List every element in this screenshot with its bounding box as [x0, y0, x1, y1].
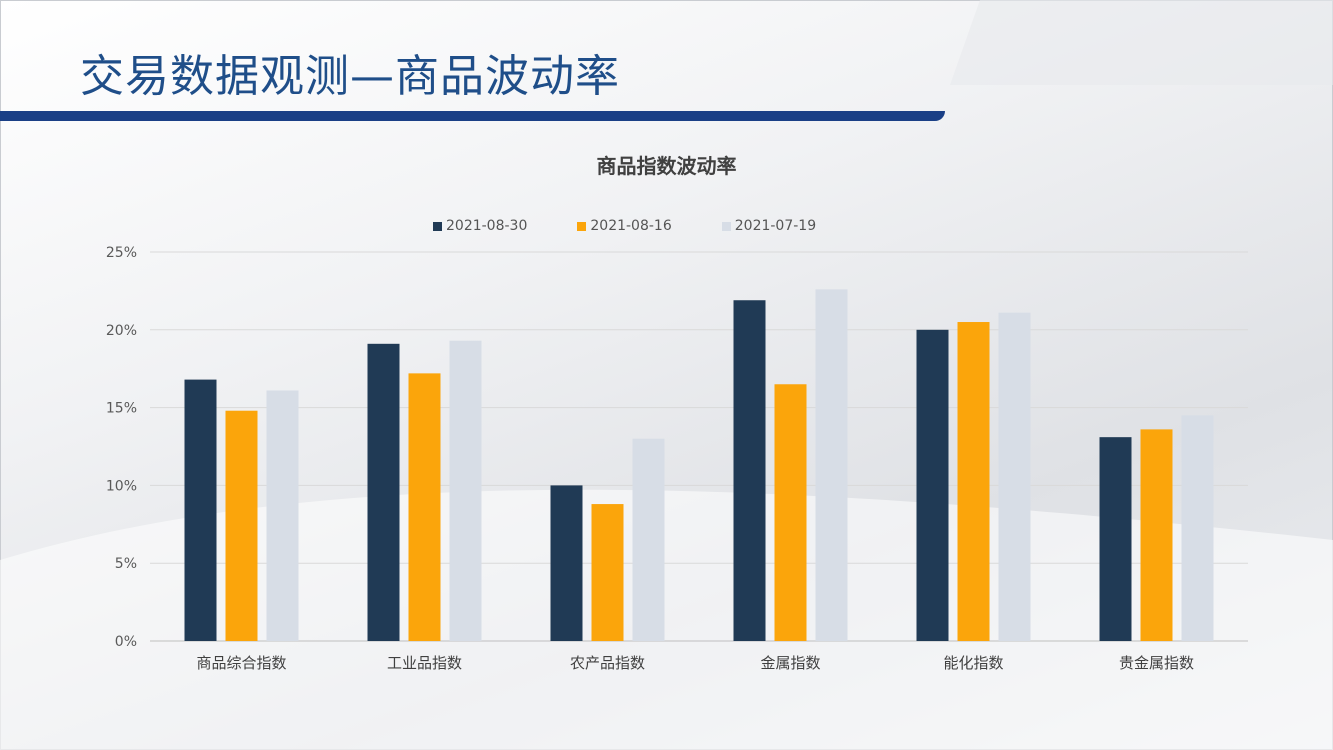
chart-title: 商品指数波动率 — [596, 154, 737, 178]
legend-item-series-2: 2021-08-16 — [577, 218, 672, 234]
bar-series-3 — [998, 312, 1031, 641]
bar-series-2 — [774, 384, 807, 641]
legend-item-series-3: 2021-07-19 — [721, 218, 817, 234]
x-category-label: 商品综合指数 — [196, 654, 286, 672]
legend-label-series-2: 2021-08-16 — [590, 218, 672, 234]
bar-series-2 — [408, 373, 441, 641]
legend-swatch-series-1 — [433, 221, 442, 231]
x-category-label: 贵金属指数 — [1119, 654, 1194, 672]
legend-label-series-3: 2021-07-19 — [734, 218, 817, 234]
slide-title: 交易数据观测—商品波动率 — [80, 51, 620, 102]
x-category-label: 工业品指数 — [387, 654, 462, 672]
y-tick-label: 0% — [115, 634, 137, 650]
bar-series-1 — [550, 485, 583, 641]
legend-swatch-series-2 — [577, 221, 587, 231]
legend-swatch-series-3 — [721, 221, 731, 231]
bar-series-1 — [184, 379, 217, 641]
y-tick-label: 15% — [106, 401, 137, 417]
bar-series-2 — [225, 410, 258, 641]
chart-legend: 2021-08-30 2021-08-16 2021-07-19 — [433, 218, 866, 234]
bar-series-1 — [367, 343, 400, 641]
bar-series-3 — [449, 340, 482, 641]
bar-series-3 — [632, 438, 665, 641]
title-rule — [0, 111, 945, 121]
x-category-label: 农产品指数 — [570, 654, 645, 672]
x-category-label: 能化指数 — [943, 654, 1003, 672]
bar-series-2 — [591, 504, 624, 641]
bar-series-2 — [957, 322, 990, 641]
y-tick-label: 10% — [106, 478, 137, 494]
y-tick-label: 20% — [106, 323, 137, 339]
bar-series-1 — [733, 300, 766, 641]
legend-item-series-1: 2021-08-30 — [433, 218, 527, 234]
bar-series-3 — [815, 289, 848, 641]
y-tick-label: 5% — [115, 556, 137, 572]
bar-series-1 — [916, 329, 949, 641]
x-category-label: 金属指数 — [760, 654, 820, 672]
y-tick-label: 25% — [106, 245, 137, 261]
bar-series-3 — [1181, 415, 1214, 641]
bar-series-2 — [1140, 429, 1173, 641]
legend-label-series-1: 2021-08-30 — [446, 218, 528, 234]
bar-series-3 — [266, 390, 299, 641]
bar-series-1 — [1099, 437, 1132, 641]
